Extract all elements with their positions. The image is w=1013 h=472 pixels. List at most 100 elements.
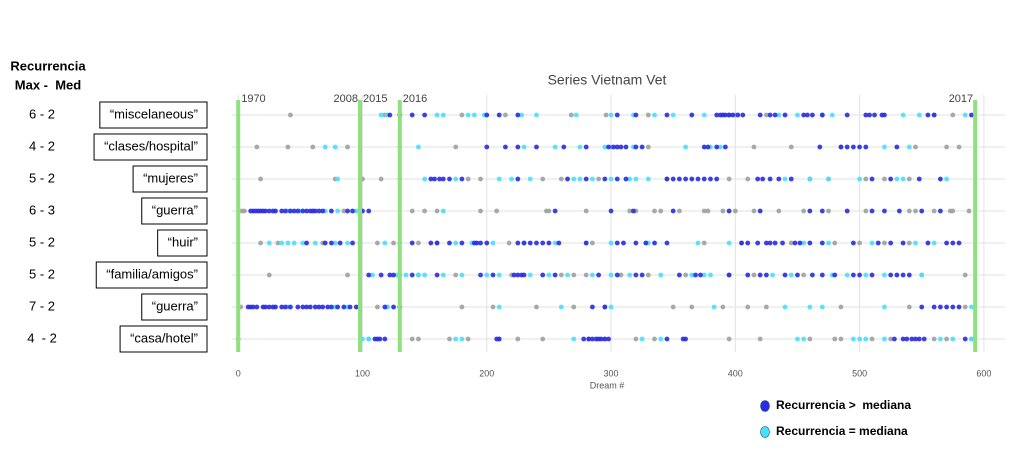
dot <box>714 176 720 182</box>
dot <box>652 240 657 246</box>
dot <box>966 208 972 214</box>
dot <box>596 272 602 278</box>
dot <box>416 144 421 150</box>
dot <box>658 336 664 342</box>
dot <box>341 208 347 214</box>
dot <box>832 240 838 246</box>
dot <box>459 272 465 278</box>
category-box <box>132 165 208 193</box>
dot <box>552 272 558 278</box>
dot <box>745 240 751 246</box>
dot <box>819 272 825 278</box>
dot <box>288 208 293 214</box>
dot <box>772 112 778 118</box>
dot <box>590 272 595 278</box>
dot <box>496 176 502 182</box>
dot <box>447 240 452 246</box>
dot <box>310 144 316 150</box>
dot <box>844 272 850 278</box>
dot <box>801 112 807 118</box>
dot <box>701 112 707 118</box>
dot <box>478 176 483 182</box>
dot <box>295 304 301 310</box>
dot <box>608 112 614 118</box>
category-box <box>99 101 208 129</box>
dot <box>320 208 326 214</box>
dot <box>416 336 421 342</box>
dot <box>590 176 595 182</box>
dot <box>527 272 533 278</box>
dot <box>322 144 328 150</box>
dot <box>552 208 558 214</box>
dot <box>573 112 579 118</box>
dot <box>273 304 278 310</box>
dot <box>581 336 587 342</box>
dot <box>590 336 595 342</box>
dot <box>263 304 268 310</box>
dot <box>602 304 608 310</box>
period-label: 2015 <box>363 93 387 105</box>
period-label: 2017 <box>949 93 973 105</box>
dot <box>718 144 723 150</box>
dot <box>776 112 782 118</box>
dot <box>312 304 318 310</box>
dot <box>556 240 562 246</box>
dot <box>705 144 711 150</box>
dot <box>882 208 887 214</box>
dot <box>534 304 539 310</box>
dot <box>304 304 309 310</box>
dot <box>916 176 922 182</box>
dot <box>345 240 350 246</box>
dot <box>602 144 608 150</box>
dot <box>809 272 815 278</box>
dot <box>312 208 318 214</box>
dot <box>447 336 452 342</box>
dot <box>618 272 624 278</box>
dot <box>829 112 835 118</box>
dot <box>608 176 614 182</box>
dot <box>552 240 558 246</box>
dot <box>760 176 766 182</box>
dot <box>409 240 415 246</box>
dot <box>614 112 620 118</box>
dot <box>279 304 285 310</box>
dot <box>805 112 810 118</box>
dot <box>515 272 521 278</box>
dot <box>817 144 823 150</box>
dot <box>763 304 769 310</box>
dot <box>484 112 490 118</box>
dot <box>937 208 943 214</box>
header-line2: Max - Med <box>15 77 82 92</box>
dot <box>614 144 620 150</box>
dot <box>807 336 813 342</box>
x-tick-label: 100 <box>355 368 370 378</box>
dot <box>288 112 293 118</box>
dot <box>409 208 415 214</box>
dot <box>795 112 800 118</box>
dot <box>506 240 512 246</box>
dot <box>726 240 732 246</box>
dot <box>683 144 689 150</box>
dot <box>422 208 428 214</box>
dot <box>370 272 375 278</box>
dot <box>484 240 490 246</box>
dot <box>882 336 887 342</box>
dot <box>266 272 272 278</box>
dot <box>888 240 894 246</box>
dot <box>956 144 962 150</box>
dot <box>519 112 524 118</box>
dot <box>254 304 260 310</box>
dot <box>962 304 968 310</box>
period-label: 2008 <box>334 93 358 105</box>
dot <box>382 240 388 246</box>
dot <box>801 272 807 278</box>
dot <box>285 240 291 246</box>
dot <box>645 272 651 278</box>
dot <box>770 272 776 278</box>
category-label: “guerra” <box>152 298 198 313</box>
dot <box>471 112 477 118</box>
dot <box>527 240 533 246</box>
dot <box>447 176 452 182</box>
dot <box>602 176 608 182</box>
